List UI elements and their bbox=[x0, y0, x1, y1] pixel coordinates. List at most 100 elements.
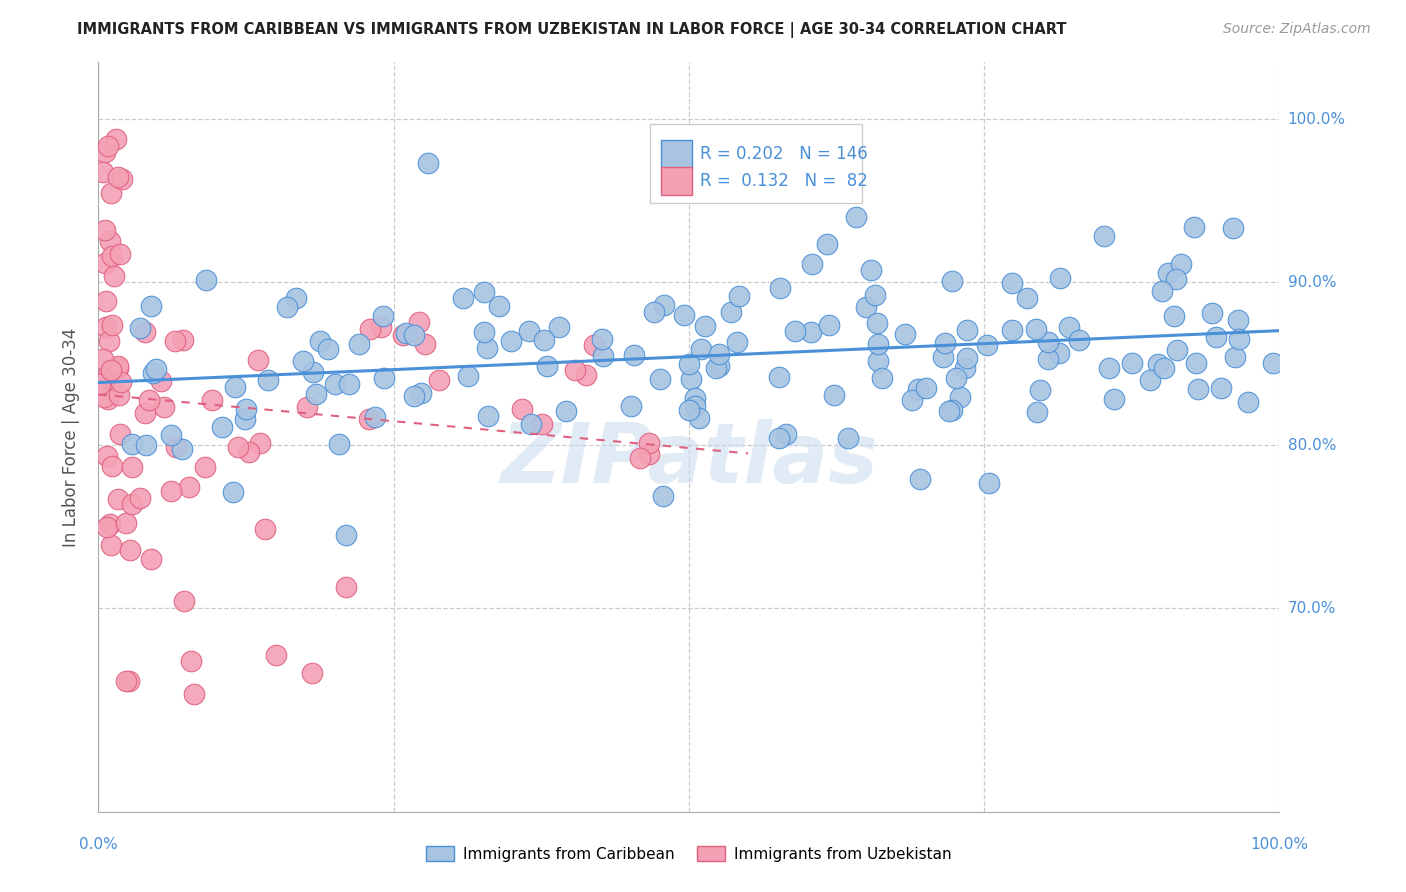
Point bbox=[1147, 357, 1170, 371]
Point bbox=[728, 288, 751, 302]
Point bbox=[118, 674, 141, 689]
Point bbox=[249, 436, 271, 450]
Point bbox=[114, 673, 136, 688]
Point bbox=[173, 594, 195, 608]
Point bbox=[97, 392, 120, 407]
Point bbox=[801, 257, 824, 271]
Point bbox=[1237, 395, 1260, 409]
Point bbox=[93, 256, 115, 270]
Point bbox=[1261, 356, 1284, 370]
Point bbox=[866, 353, 889, 368]
Point bbox=[107, 388, 129, 402]
Point bbox=[211, 420, 233, 434]
Point bbox=[394, 326, 416, 341]
Point bbox=[547, 319, 569, 334]
Point bbox=[347, 337, 370, 351]
Text: R =  0.132   N =  82: R = 0.132 N = 82 bbox=[700, 172, 869, 190]
Point bbox=[183, 687, 205, 701]
Point bbox=[364, 409, 387, 424]
Point bbox=[100, 538, 122, 552]
Text: R = 0.202   N = 146: R = 0.202 N = 146 bbox=[700, 145, 868, 163]
Point bbox=[941, 403, 963, 417]
Point bbox=[145, 362, 167, 376]
Point bbox=[704, 361, 727, 376]
Point bbox=[690, 342, 713, 356]
Point bbox=[817, 236, 839, 251]
Point bbox=[97, 334, 120, 348]
Point bbox=[637, 447, 659, 461]
Point bbox=[256, 373, 278, 387]
Point bbox=[139, 299, 162, 313]
Point bbox=[894, 326, 917, 341]
Text: Source: ZipAtlas.com: Source: ZipAtlas.com bbox=[1223, 22, 1371, 37]
Point bbox=[253, 522, 276, 536]
Point bbox=[94, 145, 117, 159]
Point bbox=[643, 305, 665, 319]
Point bbox=[976, 338, 998, 352]
Point bbox=[94, 223, 117, 237]
Point bbox=[107, 169, 129, 184]
Point bbox=[1121, 356, 1143, 370]
Point bbox=[359, 322, 381, 336]
Point bbox=[404, 327, 426, 342]
Point bbox=[201, 393, 224, 408]
Point bbox=[408, 315, 430, 329]
Point bbox=[1092, 229, 1115, 244]
Point bbox=[1001, 276, 1024, 290]
Point bbox=[845, 211, 868, 225]
Point bbox=[96, 450, 118, 464]
Point bbox=[855, 300, 877, 314]
Text: 70.0%: 70.0% bbox=[1288, 600, 1336, 615]
Point bbox=[451, 291, 474, 305]
Point bbox=[1166, 343, 1188, 358]
Point bbox=[107, 360, 129, 375]
Text: ZIPatlas: ZIPatlas bbox=[501, 419, 877, 500]
Text: 0.0%: 0.0% bbox=[79, 837, 118, 852]
Point bbox=[901, 392, 924, 407]
Point bbox=[477, 342, 499, 356]
Point bbox=[499, 334, 522, 348]
Point bbox=[932, 350, 955, 364]
Point bbox=[695, 319, 717, 334]
Point bbox=[1187, 382, 1209, 396]
Point bbox=[488, 299, 510, 313]
Point bbox=[512, 401, 534, 416]
Point bbox=[97, 139, 120, 153]
Point bbox=[101, 318, 124, 333]
Point bbox=[357, 411, 380, 425]
Point bbox=[100, 458, 122, 473]
Point bbox=[160, 427, 183, 442]
Point bbox=[264, 648, 287, 663]
Point bbox=[101, 249, 124, 263]
Point bbox=[316, 343, 339, 357]
Point bbox=[683, 399, 706, 413]
Point bbox=[536, 359, 558, 374]
Point bbox=[416, 155, 439, 169]
Point bbox=[94, 319, 117, 334]
Point bbox=[575, 368, 598, 382]
Point bbox=[305, 386, 328, 401]
Point bbox=[941, 274, 963, 288]
Point bbox=[868, 337, 890, 351]
Point bbox=[100, 186, 122, 201]
Point bbox=[1153, 361, 1175, 376]
Point bbox=[121, 460, 143, 475]
Point bbox=[108, 247, 131, 261]
Y-axis label: In Labor Force | Age 30-34: In Labor Force | Age 30-34 bbox=[62, 327, 80, 547]
Point bbox=[800, 325, 823, 339]
Point bbox=[1201, 306, 1223, 320]
Point bbox=[685, 391, 707, 405]
Point bbox=[373, 370, 395, 384]
Point bbox=[673, 308, 696, 322]
Point bbox=[1015, 291, 1038, 305]
Point bbox=[1182, 220, 1205, 235]
Point bbox=[472, 285, 495, 299]
Point bbox=[956, 351, 979, 365]
Point bbox=[837, 431, 859, 445]
Point bbox=[592, 349, 614, 363]
Point bbox=[233, 412, 256, 426]
Point bbox=[222, 484, 245, 499]
Point bbox=[477, 409, 499, 424]
Point bbox=[1098, 361, 1121, 376]
Point bbox=[165, 440, 187, 454]
